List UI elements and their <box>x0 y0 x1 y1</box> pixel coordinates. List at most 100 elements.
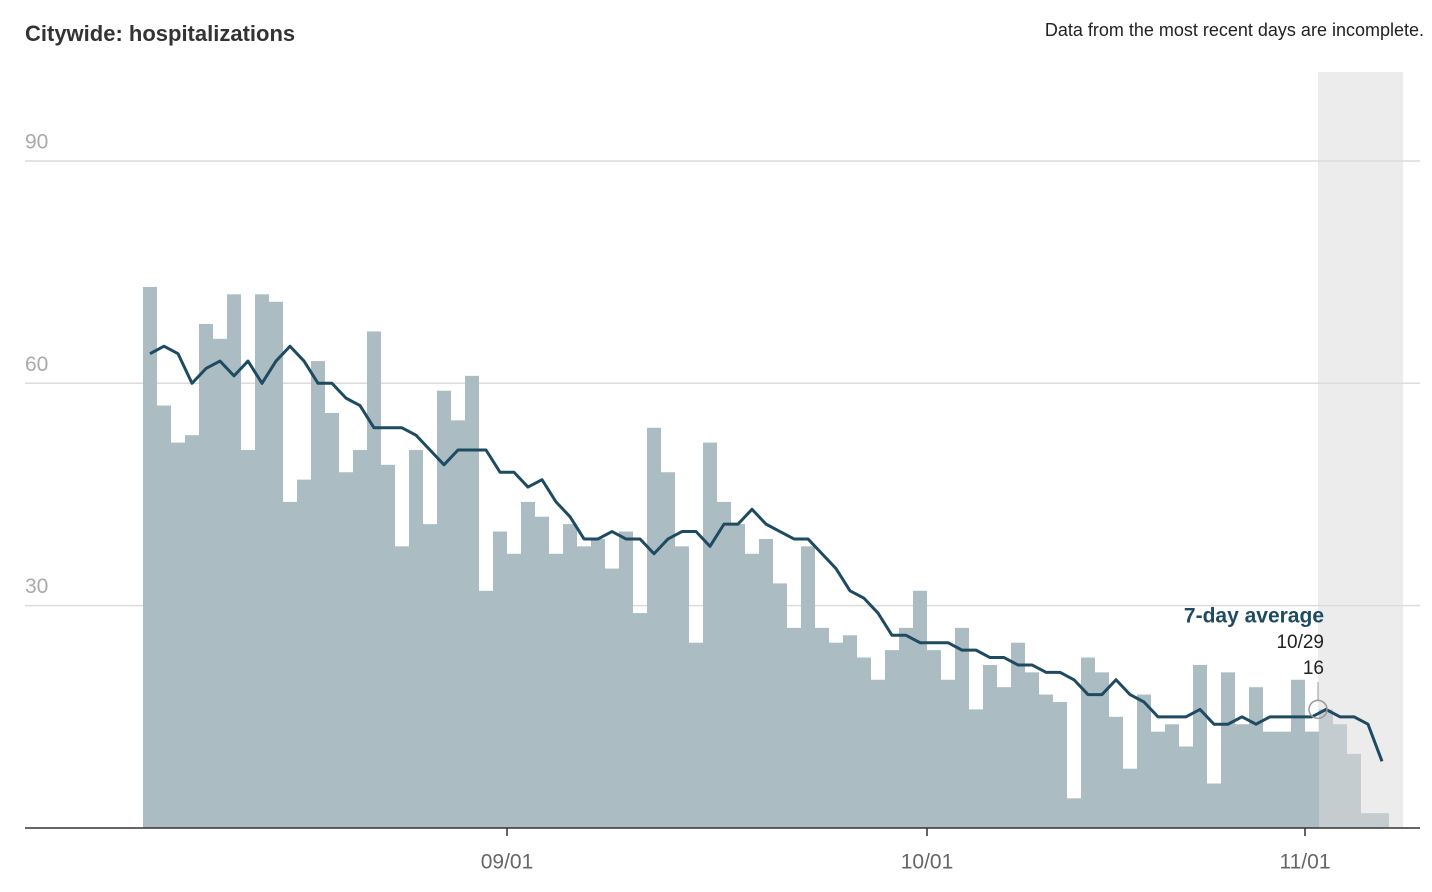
bar <box>241 450 255 828</box>
bar <box>1193 664 1207 828</box>
bar <box>815 627 829 828</box>
bar <box>1165 724 1179 828</box>
chart-title: Citywide: hospitalizations <box>25 21 295 46</box>
bar <box>773 583 787 828</box>
bar <box>297 479 311 828</box>
bar <box>1305 731 1319 828</box>
bar <box>1039 694 1053 828</box>
bar <box>871 679 885 828</box>
bar <box>423 524 437 828</box>
bar <box>493 531 507 828</box>
bar <box>1291 679 1305 828</box>
bar <box>199 324 213 828</box>
bar <box>857 657 871 828</box>
bar <box>605 568 619 828</box>
bar <box>1025 672 1039 828</box>
bar <box>171 442 185 828</box>
bar <box>1221 672 1235 828</box>
bar <box>1207 783 1221 828</box>
bar <box>759 538 773 828</box>
bar <box>213 338 227 828</box>
bar <box>591 538 605 828</box>
bar <box>1095 672 1109 828</box>
bar <box>409 450 423 828</box>
bar <box>535 516 549 828</box>
bar <box>269 301 283 828</box>
bar <box>1333 724 1347 828</box>
bar <box>1067 798 1081 828</box>
annotation-series-name: 7-day average <box>1184 605 1324 628</box>
bar <box>367 331 381 828</box>
average-line <box>149 344 1384 762</box>
bar <box>451 420 465 828</box>
bar <box>731 524 745 828</box>
bar <box>521 501 535 828</box>
bar <box>185 435 199 828</box>
bar <box>479 590 493 828</box>
annotation-date: 10/29 <box>1276 632 1324 653</box>
bar <box>1123 768 1137 828</box>
bar <box>661 472 675 828</box>
bar <box>563 524 577 828</box>
bar <box>1179 746 1193 828</box>
bar <box>1375 813 1389 828</box>
bar <box>465 375 479 828</box>
y-tick-label: 30 <box>25 575 48 598</box>
incomplete-region <box>1318 72 1403 828</box>
bar <box>353 450 367 828</box>
bar <box>913 590 927 828</box>
bar <box>1053 702 1067 828</box>
bar <box>1249 687 1263 828</box>
bar <box>997 687 1011 828</box>
bar <box>787 627 801 828</box>
bar <box>619 531 633 828</box>
bar <box>941 679 955 828</box>
bar <box>1277 731 1291 828</box>
bar <box>227 294 241 829</box>
bar <box>1319 709 1333 828</box>
chart-note: Data from the most recent days are incom… <box>1045 20 1424 40</box>
bar <box>143 286 157 828</box>
bar <box>1151 731 1165 828</box>
bar <box>829 642 843 828</box>
x-tick-label: 11/01 <box>1280 851 1331 874</box>
x-tick-label: 10/01 <box>901 851 954 874</box>
bar <box>885 650 899 828</box>
bar <box>1361 813 1375 828</box>
bar <box>1347 753 1361 828</box>
x-tick-label: 09/01 <box>481 851 534 874</box>
bar <box>689 642 703 828</box>
bar <box>339 472 353 828</box>
bar <box>255 294 269 829</box>
bar <box>969 709 983 828</box>
bar <box>1109 716 1123 828</box>
bar <box>437 390 451 828</box>
bar <box>801 546 815 828</box>
bar <box>983 664 997 828</box>
bar <box>1137 694 1151 828</box>
bar <box>927 650 941 828</box>
bar <box>549 553 563 828</box>
bar <box>899 627 913 828</box>
bar <box>745 553 759 828</box>
bar <box>717 501 731 828</box>
bar <box>283 501 297 828</box>
annotation-value: 16 <box>1303 658 1324 679</box>
bar <box>843 635 857 828</box>
bar <box>955 627 969 828</box>
bar <box>1263 731 1277 828</box>
bar <box>1011 642 1025 828</box>
bar <box>507 553 521 828</box>
bar <box>311 361 325 828</box>
bar <box>675 546 689 828</box>
bar <box>703 442 717 828</box>
bar <box>633 613 647 828</box>
bar <box>1081 657 1095 828</box>
y-tick-label: 90 <box>25 130 48 153</box>
bar <box>1235 724 1249 828</box>
bar <box>381 464 395 828</box>
annotation-point <box>1308 699 1328 720</box>
y-tick-label: 60 <box>25 353 48 376</box>
bar <box>647 427 661 828</box>
